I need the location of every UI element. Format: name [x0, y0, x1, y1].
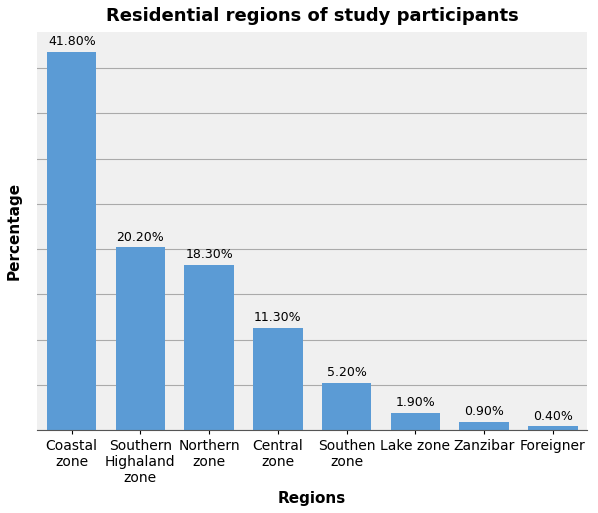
Text: 0.40%: 0.40% — [533, 410, 573, 423]
Bar — [47, 52, 96, 430]
Bar — [459, 422, 509, 430]
Bar — [528, 426, 578, 430]
Text: 41.80%: 41.80% — [48, 35, 96, 48]
Y-axis label: Percentage: Percentage — [7, 182, 22, 280]
Bar — [115, 247, 165, 430]
Bar — [253, 328, 303, 430]
X-axis label: Regions: Regions — [278, 491, 346, 506]
Text: 20.20%: 20.20% — [117, 231, 164, 244]
Text: 11.30%: 11.30% — [254, 311, 301, 324]
Text: 0.90%: 0.90% — [464, 405, 504, 418]
Bar — [390, 413, 440, 430]
Bar — [322, 383, 371, 430]
Text: 5.20%: 5.20% — [327, 366, 367, 380]
Bar — [184, 265, 234, 430]
Text: 18.30%: 18.30% — [185, 248, 233, 261]
Text: 1.90%: 1.90% — [395, 396, 435, 409]
Title: Residential regions of study participants: Residential regions of study participant… — [106, 7, 518, 25]
